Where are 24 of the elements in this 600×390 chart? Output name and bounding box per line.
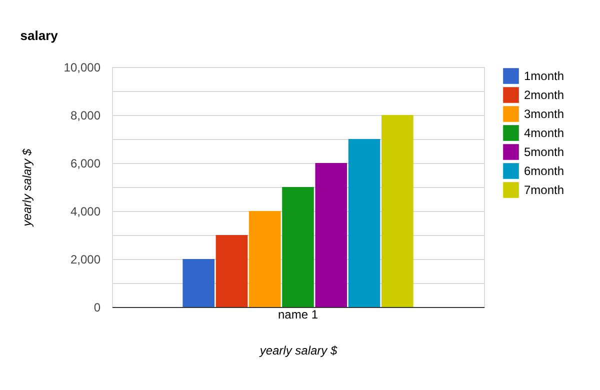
bar [216,235,248,307]
bar [248,211,281,307]
legend-label: 3month [524,107,564,121]
legend-label: 1month [524,69,564,83]
bar [382,115,414,307]
y-tick-label: 8,000 [70,108,101,122]
legend-label: 4month [524,126,564,140]
bar [282,187,314,307]
y-tick-label: 4,000 [70,204,101,218]
y-tick-label: 6,000 [70,156,101,170]
y-tick-label: 2,000 [70,252,101,266]
bar [315,163,348,307]
legend-label: 5month [524,145,564,159]
y-axis-title: yearly salary $ [20,148,34,228]
bar [348,139,380,307]
chart-title: salary [20,28,59,43]
x-axis-title: yearly salary $ [258,344,338,358]
legend-label: 2month [524,88,564,102]
bar [182,259,214,307]
legend-label: 6month [524,164,564,178]
y-tick-label: 0 [94,300,101,314]
x-tick-label: name 1 [278,308,318,322]
legend-label: 7month [524,183,564,197]
y-tick-label: 10,000 [64,60,101,74]
